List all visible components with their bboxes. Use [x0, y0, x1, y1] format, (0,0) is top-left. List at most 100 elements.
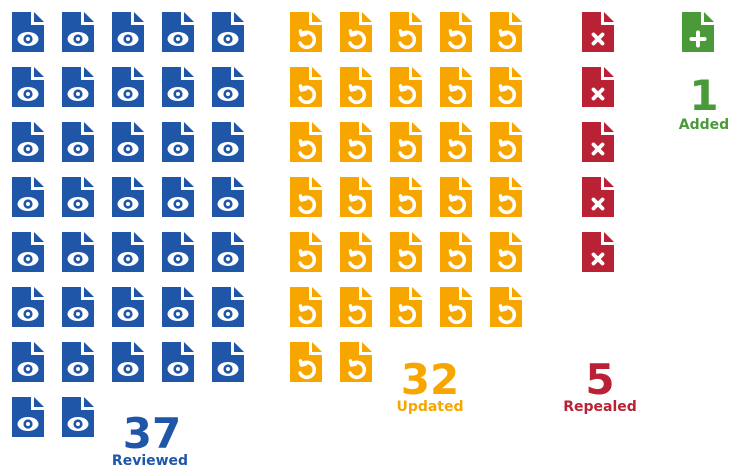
document-icon [440, 287, 472, 327]
icon-fold [34, 12, 44, 22]
icon-fold [604, 177, 614, 187]
icon-symbol [117, 307, 139, 321]
document-icon [12, 397, 44, 437]
icon-body [582, 67, 614, 107]
icon-fold [134, 67, 144, 77]
document-icon [112, 342, 144, 382]
icon-fold [362, 12, 372, 22]
icon-fold [412, 177, 422, 187]
document-icon [390, 12, 422, 52]
icon-symbol [17, 417, 39, 431]
icon-fold [312, 232, 322, 242]
document-icon [62, 232, 94, 272]
icon-fold [512, 232, 522, 242]
icon-symbol [167, 362, 189, 376]
icon-fold [234, 287, 244, 297]
icon-body [582, 177, 614, 217]
document-icon [290, 12, 322, 52]
document-icon [62, 397, 94, 437]
group-label: Added [679, 117, 729, 133]
document-icon [62, 122, 94, 162]
document-icon [12, 287, 44, 327]
icon-fold [184, 67, 194, 77]
icon-fold [312, 67, 322, 77]
group-label: Reviewed [112, 453, 188, 469]
icon-symbol [67, 307, 89, 321]
icon-symbol [217, 252, 239, 266]
icon-fold [512, 287, 522, 297]
icon-symbol [217, 197, 239, 211]
document-icon [682, 12, 714, 52]
document-icon [12, 177, 44, 217]
document-icon [490, 67, 522, 107]
icon-fold [84, 342, 94, 352]
count: 5 [585, 355, 614, 404]
icon-fold [234, 342, 244, 352]
document-icon [112, 12, 144, 52]
icon-fold [462, 287, 472, 297]
icon-symbol [117, 142, 139, 156]
document-icon [340, 287, 372, 327]
group-label: Updated [396, 399, 463, 415]
icon-symbol [217, 307, 239, 321]
document-icon [12, 67, 44, 107]
icon-fold [34, 232, 44, 242]
document-icon [112, 177, 144, 217]
document-icon [62, 177, 94, 217]
icon-fold [462, 232, 472, 242]
document-icon [390, 122, 422, 162]
document-icon [290, 342, 322, 382]
icon-symbol [117, 87, 139, 101]
icon-symbol [17, 87, 39, 101]
icon-fold [234, 177, 244, 187]
document-icon [212, 12, 244, 52]
icon-fold [34, 67, 44, 77]
icon-fold [34, 342, 44, 352]
icon-fold [604, 232, 614, 242]
icon-fold [362, 67, 372, 77]
icon-symbol [167, 32, 189, 46]
icon-fold [84, 287, 94, 297]
document-icon [162, 67, 194, 107]
document-icon [212, 232, 244, 272]
icon-symbol [117, 197, 139, 211]
document-icon [12, 12, 44, 52]
document-icon [582, 232, 614, 272]
icon-fold [412, 232, 422, 242]
document-icon [582, 12, 614, 52]
document-icon [390, 177, 422, 217]
icon-symbol [217, 32, 239, 46]
icon-symbol [17, 197, 39, 211]
document-icon [290, 232, 322, 272]
icon-body [582, 232, 614, 272]
icon-symbol [167, 87, 189, 101]
document-icon [212, 177, 244, 217]
icon-symbol [17, 362, 39, 376]
icon-fold [34, 287, 44, 297]
icon-fold [462, 67, 472, 77]
icon-fold [312, 12, 322, 22]
document-icon [440, 12, 472, 52]
document-icon [440, 122, 472, 162]
icon-fold [312, 122, 322, 132]
icon-symbol [67, 417, 89, 431]
document-icon [440, 67, 472, 107]
document-icon [340, 177, 372, 217]
icon-fold [134, 342, 144, 352]
icon-symbol [117, 252, 139, 266]
icon-symbol [67, 142, 89, 156]
icon-symbol [17, 32, 39, 46]
icon-symbol [167, 307, 189, 321]
icon-fold [312, 287, 322, 297]
icon-fold [184, 122, 194, 132]
icon-symbol [217, 142, 239, 156]
document-icon [212, 67, 244, 107]
count: 1 [689, 71, 718, 120]
document-icon [490, 177, 522, 217]
document-icon [112, 287, 144, 327]
document-icon [162, 122, 194, 162]
icon-fold [84, 232, 94, 242]
document-icon [290, 287, 322, 327]
icon-fold [412, 67, 422, 77]
